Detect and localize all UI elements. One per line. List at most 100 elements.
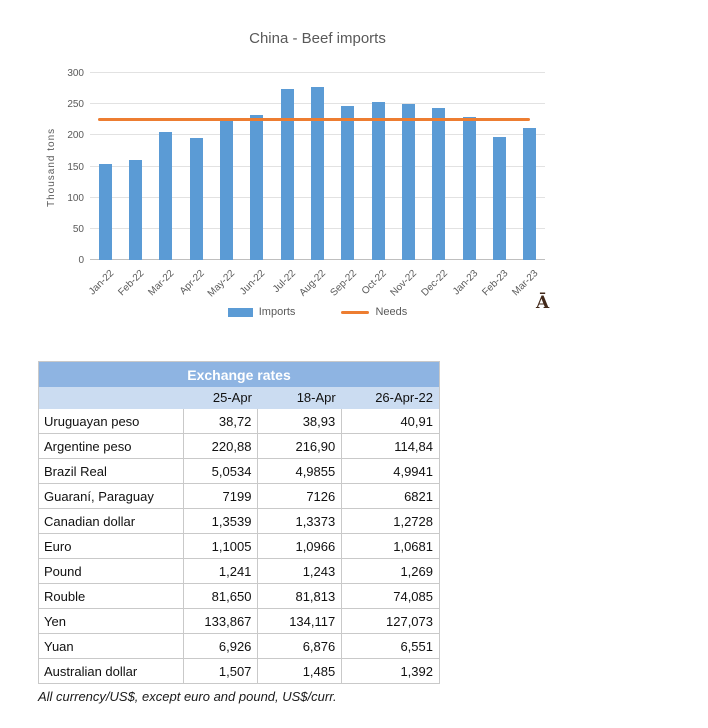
import-bar-apr-22 <box>189 137 203 260</box>
chart-title: China - Beef imports <box>249 30 386 47</box>
table-row: Argentine peso 220,88 216,90 114,84 <box>38 433 440 459</box>
rate-cell: 216,90 <box>257 433 342 459</box>
rate-cell: 1,3539 <box>182 508 258 534</box>
import-bar-feb-22 <box>128 160 142 260</box>
currency-label: Euro <box>38 533 184 559</box>
x-tick-label: Dec-22 <box>419 268 450 299</box>
rate-cell: 6821 <box>341 483 440 509</box>
macron-a-glyph: Ā <box>536 293 550 313</box>
rate-cell: 38,93 <box>257 409 342 434</box>
table-row: Yuan 6,926 6,876 6,551 <box>38 633 440 659</box>
rate-cell: 1,0966 <box>257 533 342 559</box>
legend-item-needs: Needs <box>341 306 407 318</box>
rate-cell: 4,9941 <box>341 458 440 484</box>
rate-cell: 1,1005 <box>182 533 258 559</box>
import-bar-jan-22 <box>98 164 112 260</box>
import-bar-nov-22 <box>401 104 415 260</box>
currency-label: Argentine peso <box>38 433 184 459</box>
exchange-rates-table: Exchange rates 25-Apr 18-Apr 26-Apr-22 Uru… <box>38 361 440 684</box>
needs-line <box>98 117 530 121</box>
rate-cell: 4,9855 <box>257 458 342 484</box>
exchange-rates-section: Exchange rates 25-Apr 18-Apr 26-Apr-22 Uru… <box>38 361 440 704</box>
rate-cell: 38,72 <box>182 409 258 434</box>
rate-cell: 7126 <box>257 483 342 509</box>
rate-cell: 6,551 <box>341 633 440 659</box>
table-row: Yen 133,867 134,117 127,073 <box>38 608 440 634</box>
table-header-row: 25-Apr 18-Apr 26-Apr-22 <box>38 387 440 409</box>
rate-cell: 74,085 <box>341 583 440 609</box>
table-title: Exchange rates <box>38 361 440 387</box>
x-tick-label: Apr-22 <box>177 268 207 298</box>
table-row: Rouble 81,650 81,813 74,085 <box>38 583 440 609</box>
currency-label: Rouble <box>38 583 184 609</box>
import-bar-jun-22 <box>250 114 264 260</box>
x-tick-label: Mar-22 <box>146 268 177 299</box>
y-tick-label: 200 <box>67 130 84 142</box>
table-footnote: All currency/US$, except euro and pound,… <box>38 689 337 704</box>
y-tick-label: 0 <box>78 255 84 266</box>
x-tick-label: Feb-22 <box>116 268 147 299</box>
rate-cell: 1,507 <box>182 658 258 684</box>
rate-cell: 40,91 <box>341 409 440 434</box>
currency-label: Australian dollar <box>38 658 184 684</box>
rate-cell: 220,88 <box>182 433 258 459</box>
rate-cell: 1,269 <box>341 558 440 584</box>
import-bar-dec-22 <box>432 107 446 260</box>
rate-cell: 6,926 <box>182 633 258 659</box>
x-tick-label: Jul-22 <box>270 268 298 296</box>
bars-container <box>90 73 545 260</box>
rate-cell: 1,3373 <box>257 508 342 534</box>
table-row: Brazil Real 5,0534 4,9855 4,9941 <box>38 458 440 484</box>
import-bar-sep-22 <box>341 106 355 260</box>
gridline <box>90 72 545 73</box>
x-tick-label: Jan-22 <box>86 268 116 298</box>
table-row: Pound 1,241 1,243 1,269 <box>38 558 440 584</box>
header-spacer-cell <box>39 387 184 409</box>
y-tick-label: 100 <box>67 192 84 204</box>
needs-swatch-icon <box>341 310 370 314</box>
rate-cell: 1,0681 <box>341 533 440 559</box>
table-row: Uruguayan peso 38,72 38,93 40,91 <box>38 409 440 434</box>
rate-cell: 114,84 <box>341 433 440 459</box>
currency-label: Guaraní, Paraguay <box>38 483 184 509</box>
legend-item-imports: Imports <box>227 306 296 318</box>
import-bar-aug-22 <box>310 87 324 260</box>
column-header: 18-Apr <box>296 389 336 405</box>
column-header: 25-Apr <box>212 389 252 405</box>
table-row: Canadian dollar 1,3539 1,3373 1,2728 <box>38 508 440 534</box>
x-tick-label: Jan-23 <box>450 268 480 298</box>
rate-cell: 6,876 <box>257 633 342 659</box>
import-bar-feb-23 <box>492 137 506 260</box>
import-bar-may-22 <box>219 120 233 260</box>
x-tick-label: Nov-22 <box>388 268 420 299</box>
table-title-row: Exchange rates <box>38 361 440 387</box>
currency-label: Pound <box>38 558 184 584</box>
import-bar-jul-22 <box>280 89 294 260</box>
legend-needs-label: Needs <box>375 306 408 318</box>
currency-label: Uruguayan peso <box>38 409 184 434</box>
x-tick-label: May-22 <box>205 268 238 300</box>
import-bar-mar-22 <box>159 131 173 260</box>
import-bar-jan-23 <box>462 116 476 260</box>
rate-cell: 1,243 <box>257 558 342 584</box>
y-tick-label: 50 <box>72 223 84 235</box>
table-row: Guaraní, Paraguay 7199 7126 6821 <box>38 483 440 509</box>
import-bar-oct-22 <box>371 102 385 260</box>
rate-cell: 1,392 <box>341 658 440 684</box>
rate-cell: 133,867 <box>182 608 258 634</box>
rate-cell: 81,813 <box>257 583 342 609</box>
x-tick-label: Aug-22 <box>297 268 329 299</box>
x-tick-label: Feb-23 <box>480 268 511 299</box>
rate-cell: 81,650 <box>182 583 258 609</box>
plot-area: 0 50 100 150 200 250 300 <box>67 68 545 266</box>
rate-cell: 1,241 <box>182 558 258 584</box>
legend-imports-label: Imports <box>258 306 296 318</box>
table-row: Australian dollar 1,507 1,485 1,392 <box>38 658 440 684</box>
currency-label: Brazil Real <box>38 458 184 484</box>
rate-cell: 7199 <box>182 483 258 509</box>
chart-legend: Imports Needs <box>90 306 545 318</box>
x-tick-label: Oct-22 <box>359 268 389 298</box>
y-tick-label: 150 <box>67 161 84 173</box>
currency-label: Yuan <box>38 633 184 659</box>
